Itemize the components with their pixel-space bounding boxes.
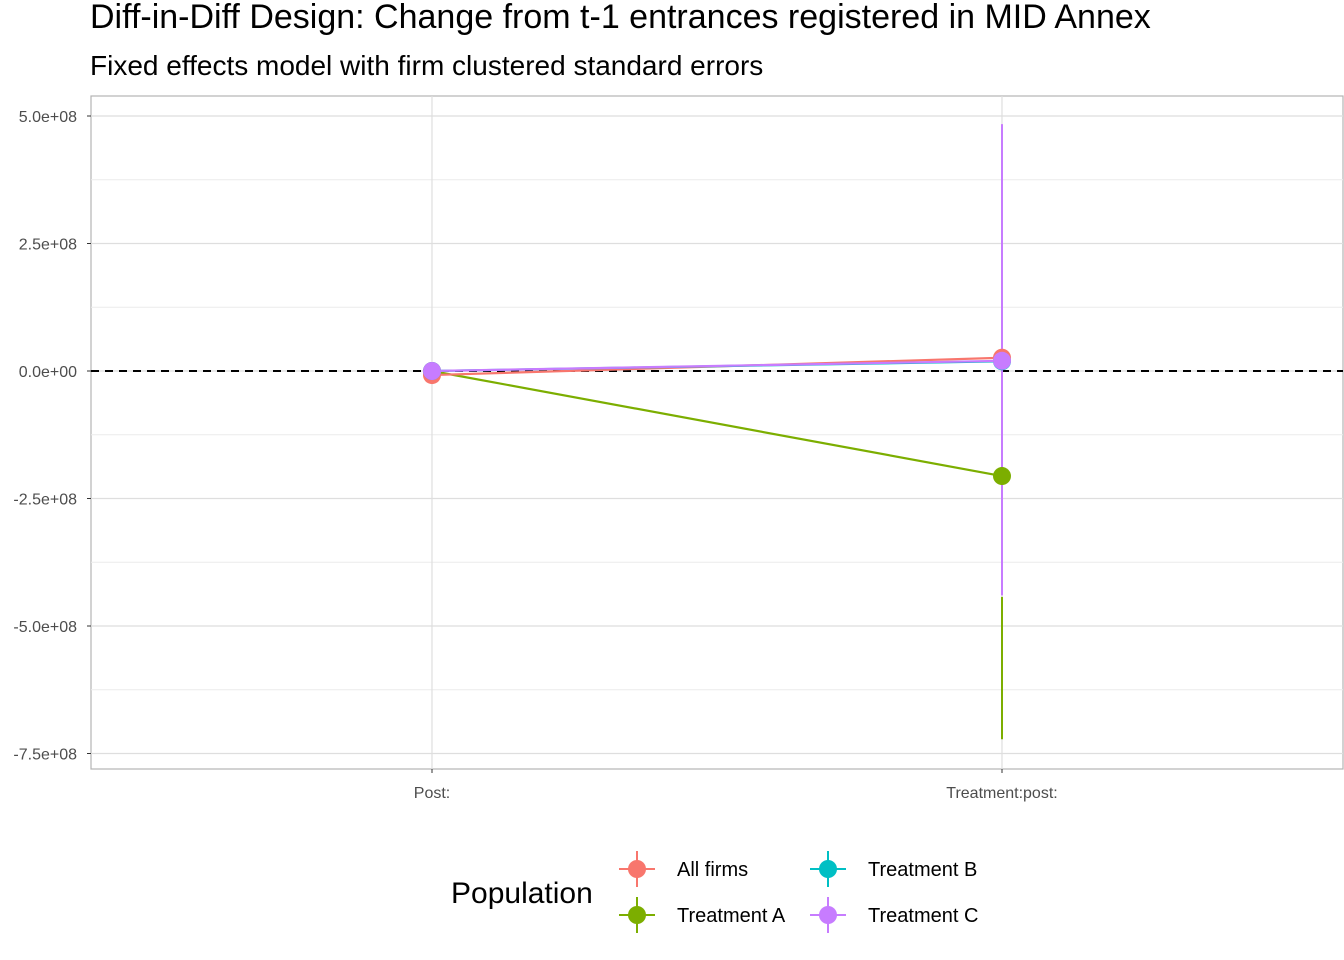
legend-label-treatment-c: Treatment C (868, 905, 978, 927)
data-point-treatment-c (993, 351, 1011, 370)
legend-key-point (628, 860, 646, 878)
legend-label-all-firms: All firms (677, 859, 748, 881)
y-tick-label: -5.0e+08 (13, 619, 77, 636)
y-tick-label: -2.5e+08 (13, 492, 77, 509)
data-point-treatment-c (423, 362, 441, 380)
legend-key-point (819, 906, 837, 924)
series-layer (91, 124, 1343, 740)
chart-subtitle: Fixed effects model with firm clustered … (90, 50, 763, 81)
y-tick-label: -7.5e+08 (13, 747, 77, 764)
gridlines (91, 96, 1343, 769)
legend-label-treatment-a: Treatment A (677, 905, 786, 927)
legend-key-point (628, 906, 646, 924)
y-tick-label: 2.5e+08 (19, 237, 77, 254)
legend-item-all-firms[interactable]: All firms (619, 851, 748, 887)
legend-title: Population (451, 877, 593, 910)
plot-panel-border (90, 95, 1344, 770)
axes: 5.0e+08 2.5e+08 0.0e+00 -2.5e+08 -5.0e+08 -7.… (13, 109, 1057, 802)
x-tick-label: Post: (414, 785, 450, 802)
series-line-treatment-c (431, 359, 1003, 373)
legend-key-point (819, 860, 837, 878)
chart-title: Diff-in-Diff Design: Change from t-1 ent… (90, 0, 1151, 36)
x-tick-label: Treatment:post: (946, 785, 1057, 802)
legend: Population All firms Treatment A Treatment … (451, 851, 978, 933)
legend-item-treatment-b[interactable]: Treatment B (810, 851, 977, 887)
data-point-treatment-a (993, 467, 1011, 486)
legend-label-treatment-b: Treatment B (868, 859, 977, 881)
legend-item-treatment-c[interactable]: Treatment C (810, 897, 978, 933)
legend-item-treatment-a[interactable]: Treatment A (619, 897, 786, 933)
series-line-treatment-a (431, 369, 1003, 478)
plot-panel (90, 95, 1344, 770)
y-tick-label: 0.0e+00 (19, 364, 77, 381)
y-tick-label: 5.0e+08 (19, 109, 77, 126)
